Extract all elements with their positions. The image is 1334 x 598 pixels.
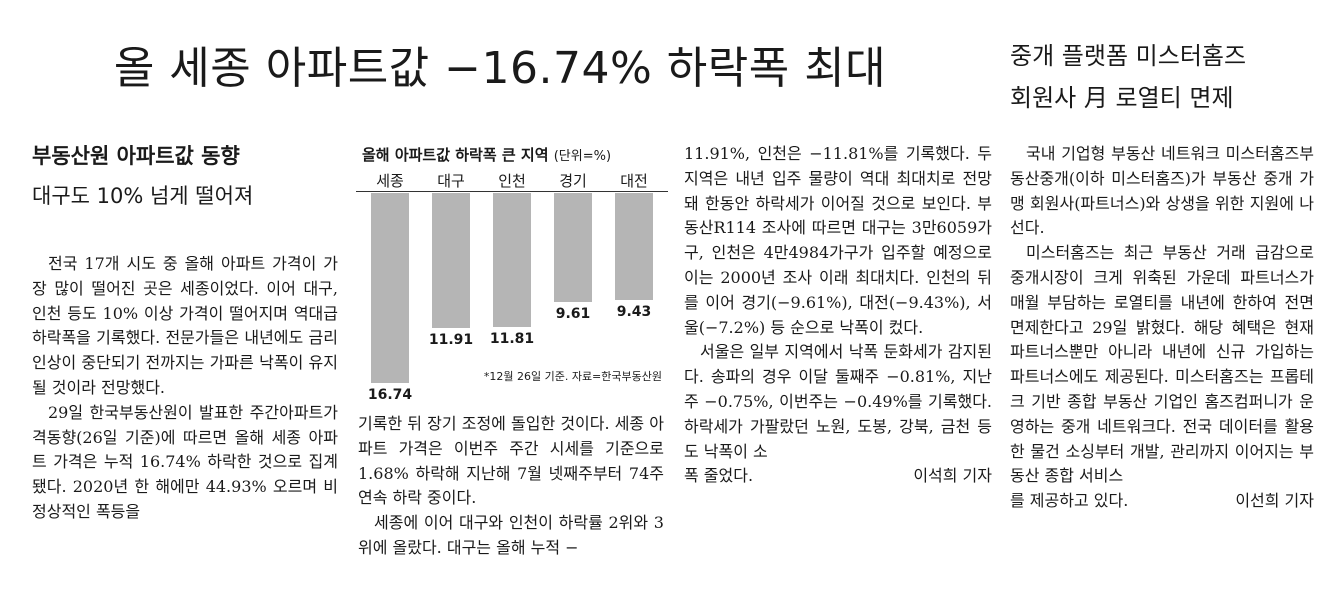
- byline: 이선희 기자: [1235, 491, 1314, 511]
- sidebar-article-body: 국내 기업형 부동산 네트워크 미스터홈즈부동산중개(이하 미스터홈즈)가 부동…: [1010, 142, 1314, 514]
- subtitle-secondary: 대구도 10% 넘게 떨어져: [32, 184, 254, 208]
- bar-value-label: 11.81: [489, 331, 535, 348]
- byline: 이석희 기자: [913, 466, 992, 486]
- article-column-2: 기록한 뒤 장기 조정에 돌입한 것이다. 세종 아파트 가격은 이번주 주간 …: [358, 412, 664, 561]
- article-column-1: 전국 17개 시도 중 올해 아파트 가격이 가장 많이 떨어진 곳은 세종이었…: [32, 252, 338, 525]
- closing-line: 폭 줄었다. 이석희 기자: [684, 464, 992, 489]
- bar-value-label: 9.43: [616, 304, 652, 321]
- bar-value-label: 16.74: [367, 387, 413, 403]
- bar-chart: 올해 아파트값 하락폭 큰 지역 (단위=%) 세종 대구 인천 경기 대전 1…: [356, 142, 668, 403]
- paragraph: 서울은 일부 지역에서 낙폭 둔화세가 감지된다. 송파의 경우 이달 둘째주 …: [684, 342, 992, 461]
- category-label: 대구: [437, 172, 465, 190]
- bar: [432, 193, 470, 329]
- category-label: 인천: [498, 172, 526, 190]
- paragraph: 미스터홈즈는 최근 부동산 거래 급감으로 중개시장이 크게 위축된 가운데 파…: [1010, 243, 1314, 486]
- chart-title-text: 올해 아파트값 하락폭 큰 지역: [362, 146, 549, 164]
- bar: [493, 193, 531, 328]
- paragraph: 29일 한국부동산원이 발표한 주간아파트가격동향(26일 기준)에 따르면 올…: [32, 402, 338, 521]
- paragraph: 기록한 뒤 장기 조정에 돌입한 것이다. 세종 아파트 가격은 이번주 주간 …: [358, 414, 664, 508]
- headline: 올 세종 아파트값 −16.74% 하락폭 최대: [113, 43, 887, 94]
- bar-value-label: 11.91: [428, 332, 474, 349]
- closing-line: 를 제공하고 있다. 이선희 기자: [1010, 489, 1314, 514]
- paragraph: 11.91%, 인천은 −11.81%를 기록했다. 두 지역은 내년 입주 물…: [684, 144, 992, 337]
- paragraph: 전국 17개 시도 중 올해 아파트 가격이 가장 많이 떨어진 곳은 세종이었…: [32, 254, 338, 397]
- bar-value-label: 9.61: [555, 306, 591, 323]
- chart-category-headers: 세종 대구 인천 경기 대전: [356, 170, 668, 192]
- category-label: 세종: [376, 172, 404, 190]
- chart-source-note: *12월 26일 기준. 자료=한국부동산원: [483, 370, 662, 383]
- chart-unit: (단위=%): [553, 149, 612, 164]
- article-column-3: 11.91%, 인천은 −11.81%를 기록했다. 두 지역은 내년 입주 물…: [684, 142, 992, 489]
- sidebar-title-line2: 회원사 月 로열티 면제: [1010, 84, 1234, 112]
- paragraph: 국내 기업형 부동산 네트워크 미스터홈즈부동산중개(이하 미스터홈즈)가 부동…: [1010, 144, 1314, 238]
- bar: [554, 193, 592, 303]
- bar: [371, 193, 409, 383]
- category-label: 경기: [559, 172, 587, 190]
- sidebar-title-line1: 중개 플랫폼 미스터홈즈: [1010, 42, 1247, 70]
- paragraph: 세종에 이어 대구와 인천이 하락률 2위와 3위에 올랐다. 대구는 올해 누…: [358, 513, 664, 557]
- closing-text: 를 제공하고 있다.: [1010, 491, 1129, 511]
- chart-title: 올해 아파트값 하락폭 큰 지역 (단위=%): [362, 144, 611, 165]
- subtitle-primary: 부동산원 아파트값 동향: [32, 144, 240, 168]
- category-label: 대전: [620, 172, 648, 190]
- closing-text: 폭 줄었다.: [684, 466, 754, 486]
- bar: [615, 193, 653, 301]
